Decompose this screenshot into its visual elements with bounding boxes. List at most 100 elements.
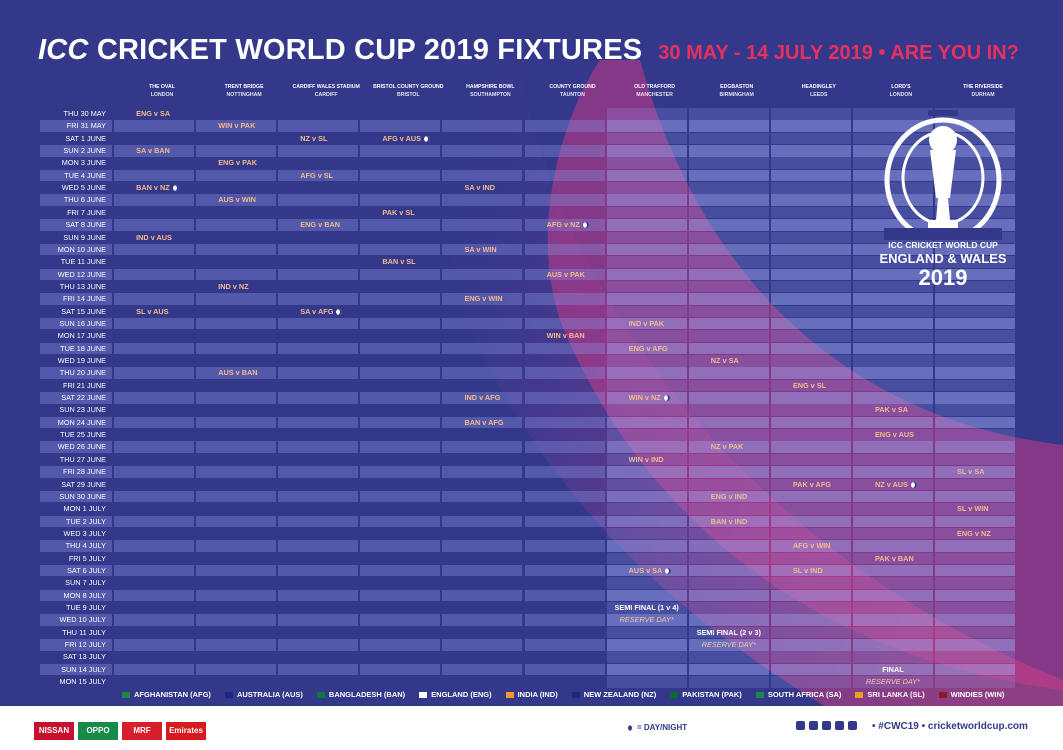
knockout-match: SEMI FINAL (1 v 4) (607, 602, 687, 614)
fixture-cell (360, 416, 441, 429)
fixture-row: WED 5 JUNE BAN v NZ SA v IND (40, 182, 1016, 194)
fixture-cell (935, 342, 1016, 355)
fixture-cell (935, 441, 1016, 453)
fixture-date: SUN 30 JUNE (40, 490, 112, 503)
fixture-cell (606, 416, 687, 429)
fixture-cell (770, 280, 851, 293)
fixture-date: TUE 2 JULY (40, 515, 112, 528)
fixture-cell (196, 293, 277, 305)
fixture-cell (770, 614, 851, 626)
fixture-cell: ENG v SA (114, 108, 194, 120)
fixture-cell (442, 614, 523, 626)
fixture-cell (935, 626, 1016, 639)
snapchat-icon[interactable] (848, 721, 857, 730)
fixture-cell (278, 256, 358, 268)
instagram-icon[interactable] (835, 721, 844, 730)
fixture-cell (606, 663, 687, 676)
fixture-cell (360, 342, 441, 355)
hashtag-website[interactable]: • #CWC19 • cricketworldcup.com (872, 721, 1028, 732)
fixture-cell (935, 219, 1016, 231)
fixture-cell (852, 466, 933, 478)
team-flag-icon (571, 691, 580, 698)
fixture-cell (278, 627, 358, 639)
fixture-cell (770, 676, 851, 688)
fixture-row: THU 6 JUNE AUS v WIN (40, 194, 1016, 206)
fixture-cell (360, 404, 440, 416)
fixture-cell (770, 305, 851, 318)
fixture-cell (525, 651, 605, 663)
fixture-date: SUN 23 JUNE (59, 405, 106, 415)
match-label: WIN v NZ (629, 392, 670, 404)
fixture-cell (114, 133, 194, 145)
fixture-cell (688, 577, 769, 589)
fixture-cell (935, 256, 1016, 268)
fixture-cell (935, 453, 1016, 466)
match-label: IND v PAK (629, 318, 665, 330)
fixture-cell (114, 243, 195, 256)
match-text: NZ v SL (300, 133, 328, 143)
match-text: AUS v SA (628, 565, 663, 575)
match-label: ENG v NZ (957, 528, 991, 540)
match-label: WIN v BAN (547, 330, 585, 342)
venue-name: EDGBASTON (720, 84, 754, 90)
fixture-date: SAT 13 JULY (63, 652, 106, 662)
fixture-cell (770, 355, 851, 367)
fixture-cell (688, 663, 769, 676)
fixture-row: THU 30 MAY ENG v SA (40, 108, 1016, 120)
fixture-cell (442, 454, 522, 466)
fixture-date: TUE 4 JUNE (40, 169, 112, 182)
fixture-cell (278, 515, 359, 528)
fixture-cell (606, 651, 687, 663)
fixture-cell (770, 515, 851, 528)
match-text: NZ v PAK (710, 442, 744, 452)
fixture-cell (196, 232, 276, 244)
title-rest: CRICKET WORLD CUP 2019 FIXTURES (96, 34, 643, 66)
day-night-icon (336, 308, 343, 315)
fixture-cell (278, 490, 359, 503)
fixture-cell (114, 540, 195, 552)
fixture-row: WED 10 JULY RESERVE DAY* (40, 614, 1016, 626)
venue-header: EDGBASTON BIRMINGHAM (697, 83, 777, 99)
match-text: IND v NZ (218, 281, 249, 291)
fixture-cell (278, 317, 359, 330)
fixture-cell (114, 553, 194, 565)
match-text: BAN v IND (710, 516, 748, 526)
fixture-cell (524, 392, 605, 404)
fixture-cell (606, 577, 687, 589)
venue-city: MANCHESTER (636, 92, 673, 98)
fixture-cell (935, 293, 1016, 305)
twitter-icon[interactable] (809, 721, 818, 730)
fixture-cell (525, 479, 605, 491)
fixture-cell (360, 281, 440, 293)
fixture-cell (525, 627, 605, 639)
fixture-cell: AUS v BAN (196, 367, 277, 379)
fixture-row: WED 12 JUNE AUS v PAK (40, 268, 1016, 281)
fixture-cell (770, 626, 851, 639)
fixture-cell (525, 676, 605, 688)
fixture-cell (360, 157, 440, 169)
fixture-cell (935, 392, 1016, 404)
fixture-cell (196, 342, 277, 355)
fixture-cell (278, 540, 359, 552)
fixture-cell (852, 280, 933, 293)
fixture-cell (688, 108, 769, 120)
youtube-icon[interactable] (822, 721, 831, 730)
fixture-cell (360, 466, 441, 478)
fixture-cell (852, 108, 933, 120)
fixture-row: THU 27 JUNE WIN v IND (40, 453, 1016, 466)
fixture-cell (278, 553, 358, 565)
facebook-icon[interactable] (796, 721, 805, 730)
fixture-cell (360, 380, 440, 392)
fixture-cell (114, 663, 195, 676)
fixture-cell (525, 553, 605, 565)
fixture-cell (525, 429, 605, 441)
match-label: NZ v AUS (875, 479, 917, 491)
team-flag-icon (122, 691, 130, 698)
fixture-cell (278, 207, 358, 219)
fixture-cell (688, 589, 769, 602)
fixture-cell (935, 429, 1016, 441)
fixture-cell: SEMI FINAL (2 v 3) (688, 626, 769, 639)
fixture-cell (935, 169, 1016, 182)
fixture-cell: FINAL (852, 663, 933, 676)
fixture-cell (442, 120, 523, 132)
